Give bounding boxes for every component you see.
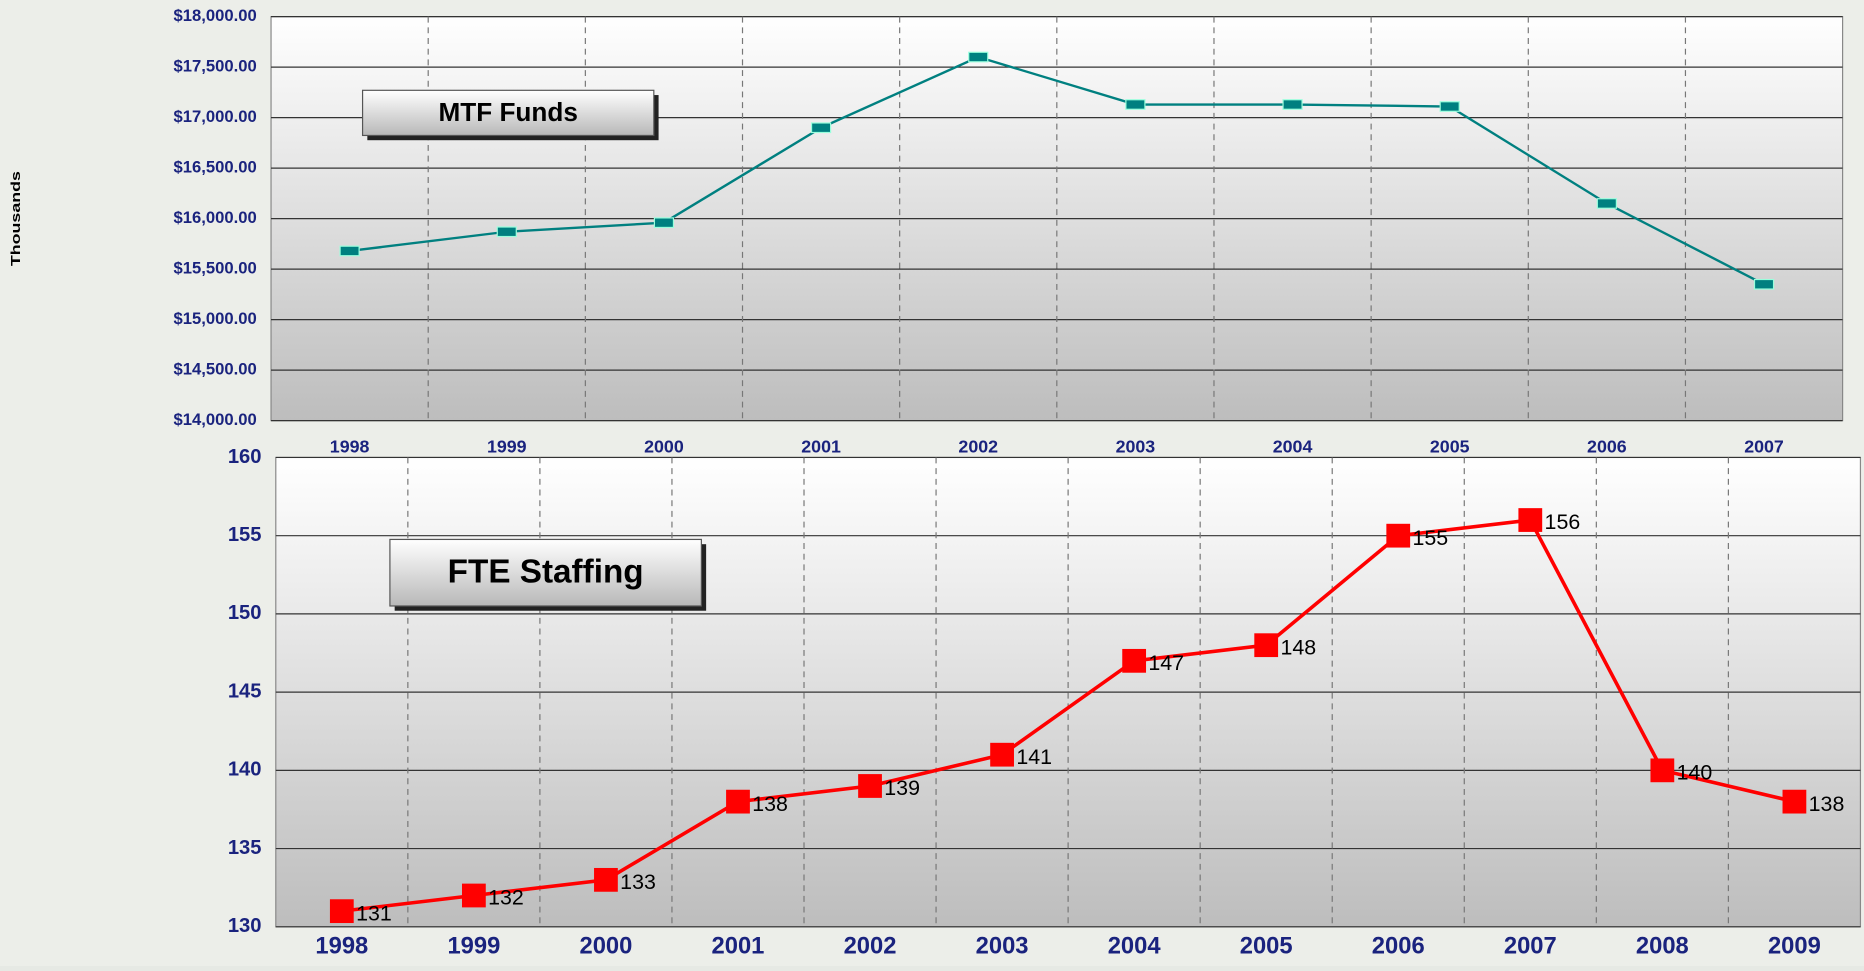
marker bbox=[496, 226, 517, 238]
marker bbox=[1753, 278, 1775, 290]
x-tick-label: 2008 bbox=[1636, 932, 1689, 959]
data-label: 148 bbox=[1280, 635, 1316, 659]
x-tick-label: 2009 bbox=[1768, 932, 1821, 959]
y-tick-label: $16,500.00 bbox=[174, 158, 257, 177]
marker bbox=[810, 122, 832, 134]
x-tick-label: 2005 bbox=[1240, 932, 1293, 959]
data-label: 155 bbox=[1413, 526, 1449, 550]
x-tick-label: 2006 bbox=[1372, 932, 1425, 959]
y-axis-label: Thousands bbox=[8, 171, 23, 266]
y-tick-label: 135 bbox=[228, 837, 262, 859]
x-tick-label: 1999 bbox=[487, 437, 527, 457]
y-tick-label: $14,500.00 bbox=[174, 360, 257, 379]
line bbox=[341, 518, 1795, 913]
x-tick-label: 2007 bbox=[1744, 437, 1784, 457]
data-label: 133 bbox=[620, 870, 656, 894]
data-label: 131 bbox=[356, 901, 392, 925]
x-tick-label: 2000 bbox=[580, 932, 633, 959]
x-tick-label: 2002 bbox=[958, 437, 998, 457]
y-tick-label: 130 bbox=[228, 915, 262, 937]
marker bbox=[1254, 633, 1279, 658]
y-tick-label: 155 bbox=[228, 524, 262, 546]
y-tick-label: $17,500.00 bbox=[174, 57, 257, 76]
marker bbox=[990, 742, 1014, 767]
x-tick-label: 2001 bbox=[801, 437, 841, 457]
marker bbox=[1122, 648, 1147, 673]
x-tick-label: 2003 bbox=[976, 932, 1029, 959]
data-label: 139 bbox=[884, 776, 920, 800]
chart-title: MTF Funds bbox=[439, 97, 578, 127]
data-label: 147 bbox=[1148, 651, 1184, 675]
marker bbox=[1596, 198, 1617, 209]
x-tick-label: 2007 bbox=[1504, 932, 1557, 959]
x-tick-label: 2004 bbox=[1273, 437, 1313, 457]
x-tick-label: 2003 bbox=[1116, 437, 1156, 457]
y-tick-label: 150 bbox=[228, 602, 262, 624]
y-tick-label: $15,500.00 bbox=[174, 259, 257, 278]
marker bbox=[1282, 99, 1303, 110]
x-tick-label: 1998 bbox=[330, 437, 370, 457]
x-tick-label: 2004 bbox=[1108, 932, 1162, 959]
x-tick-label: 2000 bbox=[644, 437, 684, 457]
y-tick-label: $15,000.00 bbox=[174, 309, 257, 328]
x-tick-label: 2002 bbox=[844, 932, 897, 959]
data-label: 141 bbox=[1016, 745, 1052, 769]
x-tick-label: 2006 bbox=[1587, 437, 1627, 457]
marker bbox=[594, 867, 618, 892]
marker bbox=[1782, 789, 1807, 814]
data-label: 138 bbox=[752, 792, 788, 816]
title-box bbox=[389, 538, 702, 607]
marker bbox=[1650, 758, 1675, 783]
line bbox=[349, 55, 1765, 286]
data-label: 140 bbox=[1677, 761, 1713, 785]
data-label: 156 bbox=[1545, 510, 1581, 534]
x-tick-label: 1999 bbox=[447, 932, 500, 959]
y-tick-label: $18,000.00 bbox=[174, 6, 257, 25]
marker bbox=[1518, 508, 1543, 532]
marker bbox=[1386, 523, 1411, 548]
y-tick-label: 160 bbox=[228, 446, 262, 468]
marker bbox=[329, 899, 354, 924]
x-tick-label: 2001 bbox=[712, 932, 765, 959]
marker bbox=[726, 789, 750, 814]
marker bbox=[1125, 99, 1146, 110]
marker bbox=[1439, 101, 1460, 112]
data-label: 138 bbox=[1809, 792, 1845, 816]
marker bbox=[653, 217, 675, 229]
marker bbox=[858, 774, 882, 798]
y-tick-label: $14,000.00 bbox=[174, 410, 257, 429]
title-box bbox=[361, 89, 655, 137]
data-label: 132 bbox=[488, 886, 524, 910]
y-tick-label: $17,000.00 bbox=[174, 107, 257, 126]
chart-title: FTE Staffing bbox=[448, 554, 644, 591]
marker bbox=[968, 51, 989, 63]
y-tick-label: 140 bbox=[228, 759, 262, 781]
marker bbox=[339, 245, 360, 257]
x-tick-label: 2005 bbox=[1430, 437, 1470, 457]
y-tick-label: 145 bbox=[228, 680, 262, 702]
marker bbox=[461, 883, 486, 908]
x-tick-label: 1998 bbox=[315, 932, 368, 959]
y-tick-label: $16,000.00 bbox=[174, 208, 257, 227]
